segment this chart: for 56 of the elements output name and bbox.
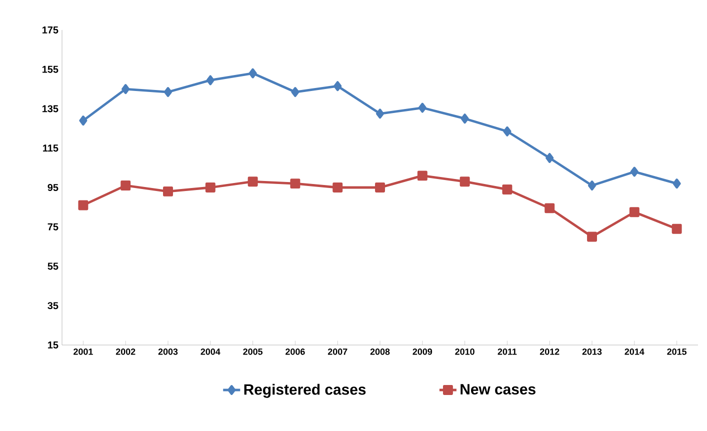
- point: [206, 75, 214, 86]
- point: [418, 102, 426, 113]
- point: [290, 178, 300, 189]
- x-tick-label: 2015: [667, 348, 687, 355]
- x-tick-label: 2001: [74, 348, 93, 355]
- point: [672, 178, 681, 189]
- x-tick-label: 2007: [328, 348, 348, 355]
- point: [630, 166, 638, 177]
- x-tick-label: 2014: [624, 348, 644, 355]
- y-tick-label: 35: [48, 302, 58, 310]
- x-tick-label: 2004: [200, 348, 220, 355]
- point: [375, 182, 385, 192]
- point: [332, 182, 343, 192]
- point: [122, 84, 130, 94]
- point: [587, 232, 597, 242]
- y-tick-label: 175: [42, 26, 58, 34]
- x-tick-label: 2008: [370, 348, 390, 355]
- x-tick-label: 2003: [158, 348, 178, 355]
- point: [460, 114, 469, 124]
- point: [79, 116, 88, 126]
- point: [544, 203, 555, 214]
- point: [78, 200, 88, 210]
- point: [334, 81, 342, 92]
- point: [163, 186, 173, 196]
- point: [164, 87, 172, 97]
- point: [248, 176, 258, 187]
- x-tick-label: 2011: [498, 348, 517, 355]
- point: [460, 176, 470, 187]
- x-tick-label: 2010: [455, 348, 474, 355]
- point: [120, 180, 131, 191]
- point: [503, 126, 512, 136]
- y-tick-label: 95: [48, 184, 58, 192]
- point: [502, 184, 512, 194]
- y-tick-label: 55: [48, 262, 58, 270]
- x-tick-label: 2013: [582, 348, 602, 355]
- y-tick-label: 15: [48, 342, 58, 348]
- point: [588, 180, 596, 191]
- x-tick-label: 2009: [412, 348, 432, 355]
- point: [629, 207, 640, 218]
- point: [417, 170, 428, 181]
- x-tick-label: 2005: [243, 348, 263, 355]
- point: [546, 152, 554, 163]
- point: [672, 224, 682, 234]
- y-tick-label: 115: [43, 144, 58, 152]
- point: [248, 68, 257, 78]
- point: [376, 108, 384, 119]
- point: [291, 87, 300, 97]
- legend-label: New cases: [460, 384, 536, 395]
- x-tick-label: 2012: [540, 348, 560, 355]
- x-tick-label: 2006: [286, 348, 305, 355]
- point: [205, 182, 216, 192]
- y-tick-label: 155: [42, 66, 58, 73]
- y-tick-label: 75: [48, 223, 58, 230]
- y-tick-label: 135: [42, 105, 58, 112]
- legend-label: Registered cases: [244, 384, 366, 398]
- x-tick-label: 2002: [116, 348, 136, 355]
